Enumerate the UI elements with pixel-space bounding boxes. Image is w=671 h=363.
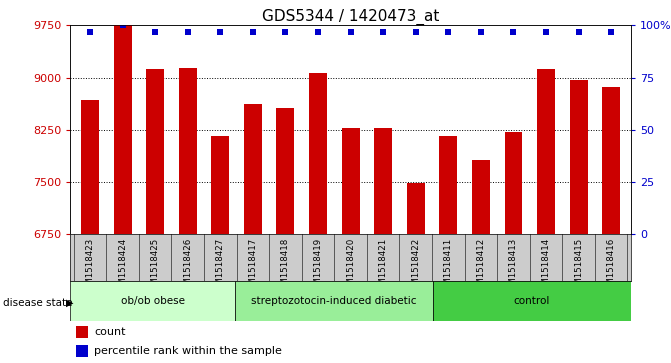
- Point: [280, 29, 291, 34]
- Point: [378, 29, 389, 34]
- Point: [313, 29, 323, 34]
- Bar: [76, 326, 89, 338]
- Point: [508, 29, 519, 34]
- Bar: [211, 136, 229, 234]
- Text: disease state: disease state: [3, 298, 73, 308]
- Bar: [113, 25, 132, 234]
- Text: GSM1518425: GSM1518425: [151, 238, 160, 296]
- Bar: [537, 69, 555, 234]
- Text: GSM1518412: GSM1518412: [476, 238, 485, 296]
- Text: streptozotocin-induced diabetic: streptozotocin-induced diabetic: [252, 296, 417, 306]
- Text: ▶: ▶: [66, 298, 73, 308]
- Bar: [440, 136, 457, 234]
- Bar: [244, 104, 262, 234]
- Text: GSM1518424: GSM1518424: [118, 238, 127, 296]
- Bar: [146, 69, 164, 234]
- Bar: [570, 80, 588, 234]
- Bar: [472, 160, 490, 234]
- Text: GSM1518427: GSM1518427: [216, 238, 225, 296]
- Bar: [276, 108, 295, 234]
- Bar: [407, 183, 425, 234]
- Text: GSM1518419: GSM1518419: [313, 238, 323, 296]
- Text: count: count: [94, 327, 125, 337]
- Point: [215, 29, 225, 34]
- Text: GSM1518417: GSM1518417: [248, 238, 258, 296]
- Bar: [433, 281, 631, 321]
- Text: GSM1518411: GSM1518411: [444, 238, 453, 296]
- Text: GSM1518418: GSM1518418: [281, 238, 290, 296]
- Text: GSM1518413: GSM1518413: [509, 238, 518, 296]
- Point: [541, 29, 552, 34]
- Bar: [603, 87, 620, 234]
- Point: [476, 29, 486, 34]
- Point: [248, 29, 258, 34]
- Point: [183, 29, 193, 34]
- Bar: [236, 281, 433, 321]
- Text: ob/ob obese: ob/ob obese: [121, 296, 185, 306]
- Text: GSM1518415: GSM1518415: [574, 238, 583, 296]
- Point: [85, 29, 95, 34]
- Text: GSM1518426: GSM1518426: [183, 238, 192, 296]
- Bar: [81, 100, 99, 234]
- Text: GSM1518423: GSM1518423: [85, 238, 95, 296]
- Bar: [178, 68, 197, 234]
- Text: GSM1518422: GSM1518422: [411, 238, 420, 296]
- Bar: [76, 345, 89, 357]
- Bar: [374, 128, 392, 234]
- Text: GSM1518414: GSM1518414: [541, 238, 550, 296]
- Text: percentile rank within the sample: percentile rank within the sample: [94, 346, 282, 356]
- Bar: [342, 128, 360, 234]
- Bar: [70, 281, 236, 321]
- Text: GSM1518416: GSM1518416: [607, 238, 616, 296]
- Bar: [505, 132, 523, 234]
- Title: GDS5344 / 1420473_at: GDS5344 / 1420473_at: [262, 9, 440, 25]
- Point: [117, 23, 128, 28]
- Point: [606, 29, 617, 34]
- Point: [573, 29, 584, 34]
- Text: GSM1518420: GSM1518420: [346, 238, 355, 296]
- Point: [345, 29, 356, 34]
- Point: [150, 29, 160, 34]
- Point: [443, 29, 454, 34]
- Text: control: control: [514, 296, 550, 306]
- Text: GSM1518421: GSM1518421: [378, 238, 388, 296]
- Bar: [309, 73, 327, 234]
- Point: [411, 29, 421, 34]
